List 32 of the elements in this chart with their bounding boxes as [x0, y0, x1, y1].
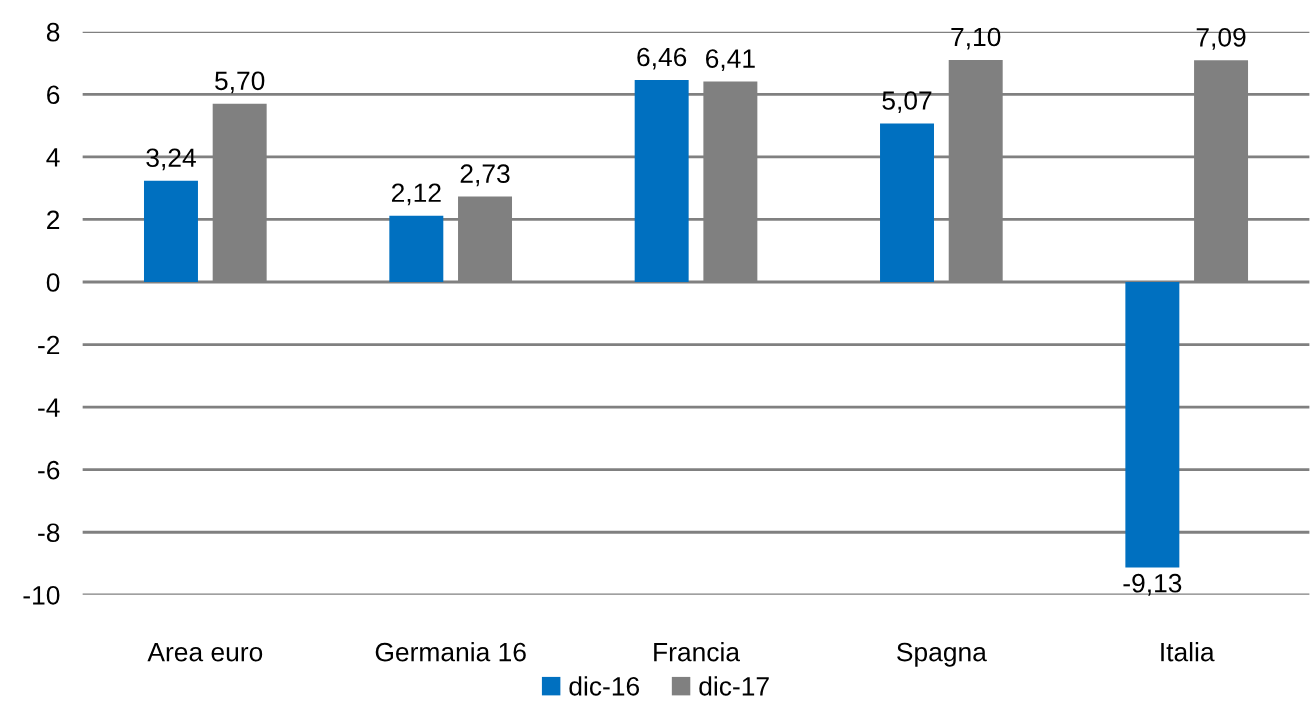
y-tick-label: -4 [38, 398, 60, 417]
x-tick-label: Francia [654, 642, 741, 662]
bar [143, 180, 198, 282]
data-label: 2,12 [391, 183, 441, 206]
x-tick-label: Italia [1161, 642, 1215, 662]
data-label: 5,70 [215, 71, 265, 94]
y-tick-label: -2 [38, 335, 60, 355]
legend-label: dic-16 [569, 676, 640, 696]
data-label: 6,41 [706, 49, 755, 72]
data-label: 5,07 [882, 91, 932, 113]
data-label: 7,09 [1196, 27, 1246, 50]
bar [389, 215, 444, 282]
y-tick-label: 8 [46, 22, 60, 42]
y-tick-label: 6 [47, 85, 60, 105]
bar [880, 123, 934, 282]
y-tick-label: -10 [23, 585, 60, 605]
data-label: -9,13 [1123, 573, 1182, 596]
data-label: 6,46 [637, 47, 687, 70]
data-label: 7,10 [951, 27, 1001, 50]
x-tick-label: Germania 16 [375, 642, 526, 662]
y-tick-label: 0 [46, 273, 60, 292]
y-tick-label: 4 [46, 148, 60, 167]
x-tick-label: Spagna [897, 642, 987, 667]
data-label: 3,24 [146, 148, 196, 171]
data-label: 2,73 [460, 164, 510, 187]
legend-label: dic-17 [699, 676, 769, 696]
y-tick-label: -8 [38, 523, 60, 543]
x-tick-label: Area euro [147, 643, 263, 662]
bar [634, 79, 689, 282]
y-tick-label: 2 [47, 210, 60, 229]
y-tick-label: -6 [38, 460, 60, 480]
bar [1125, 281, 1180, 568]
